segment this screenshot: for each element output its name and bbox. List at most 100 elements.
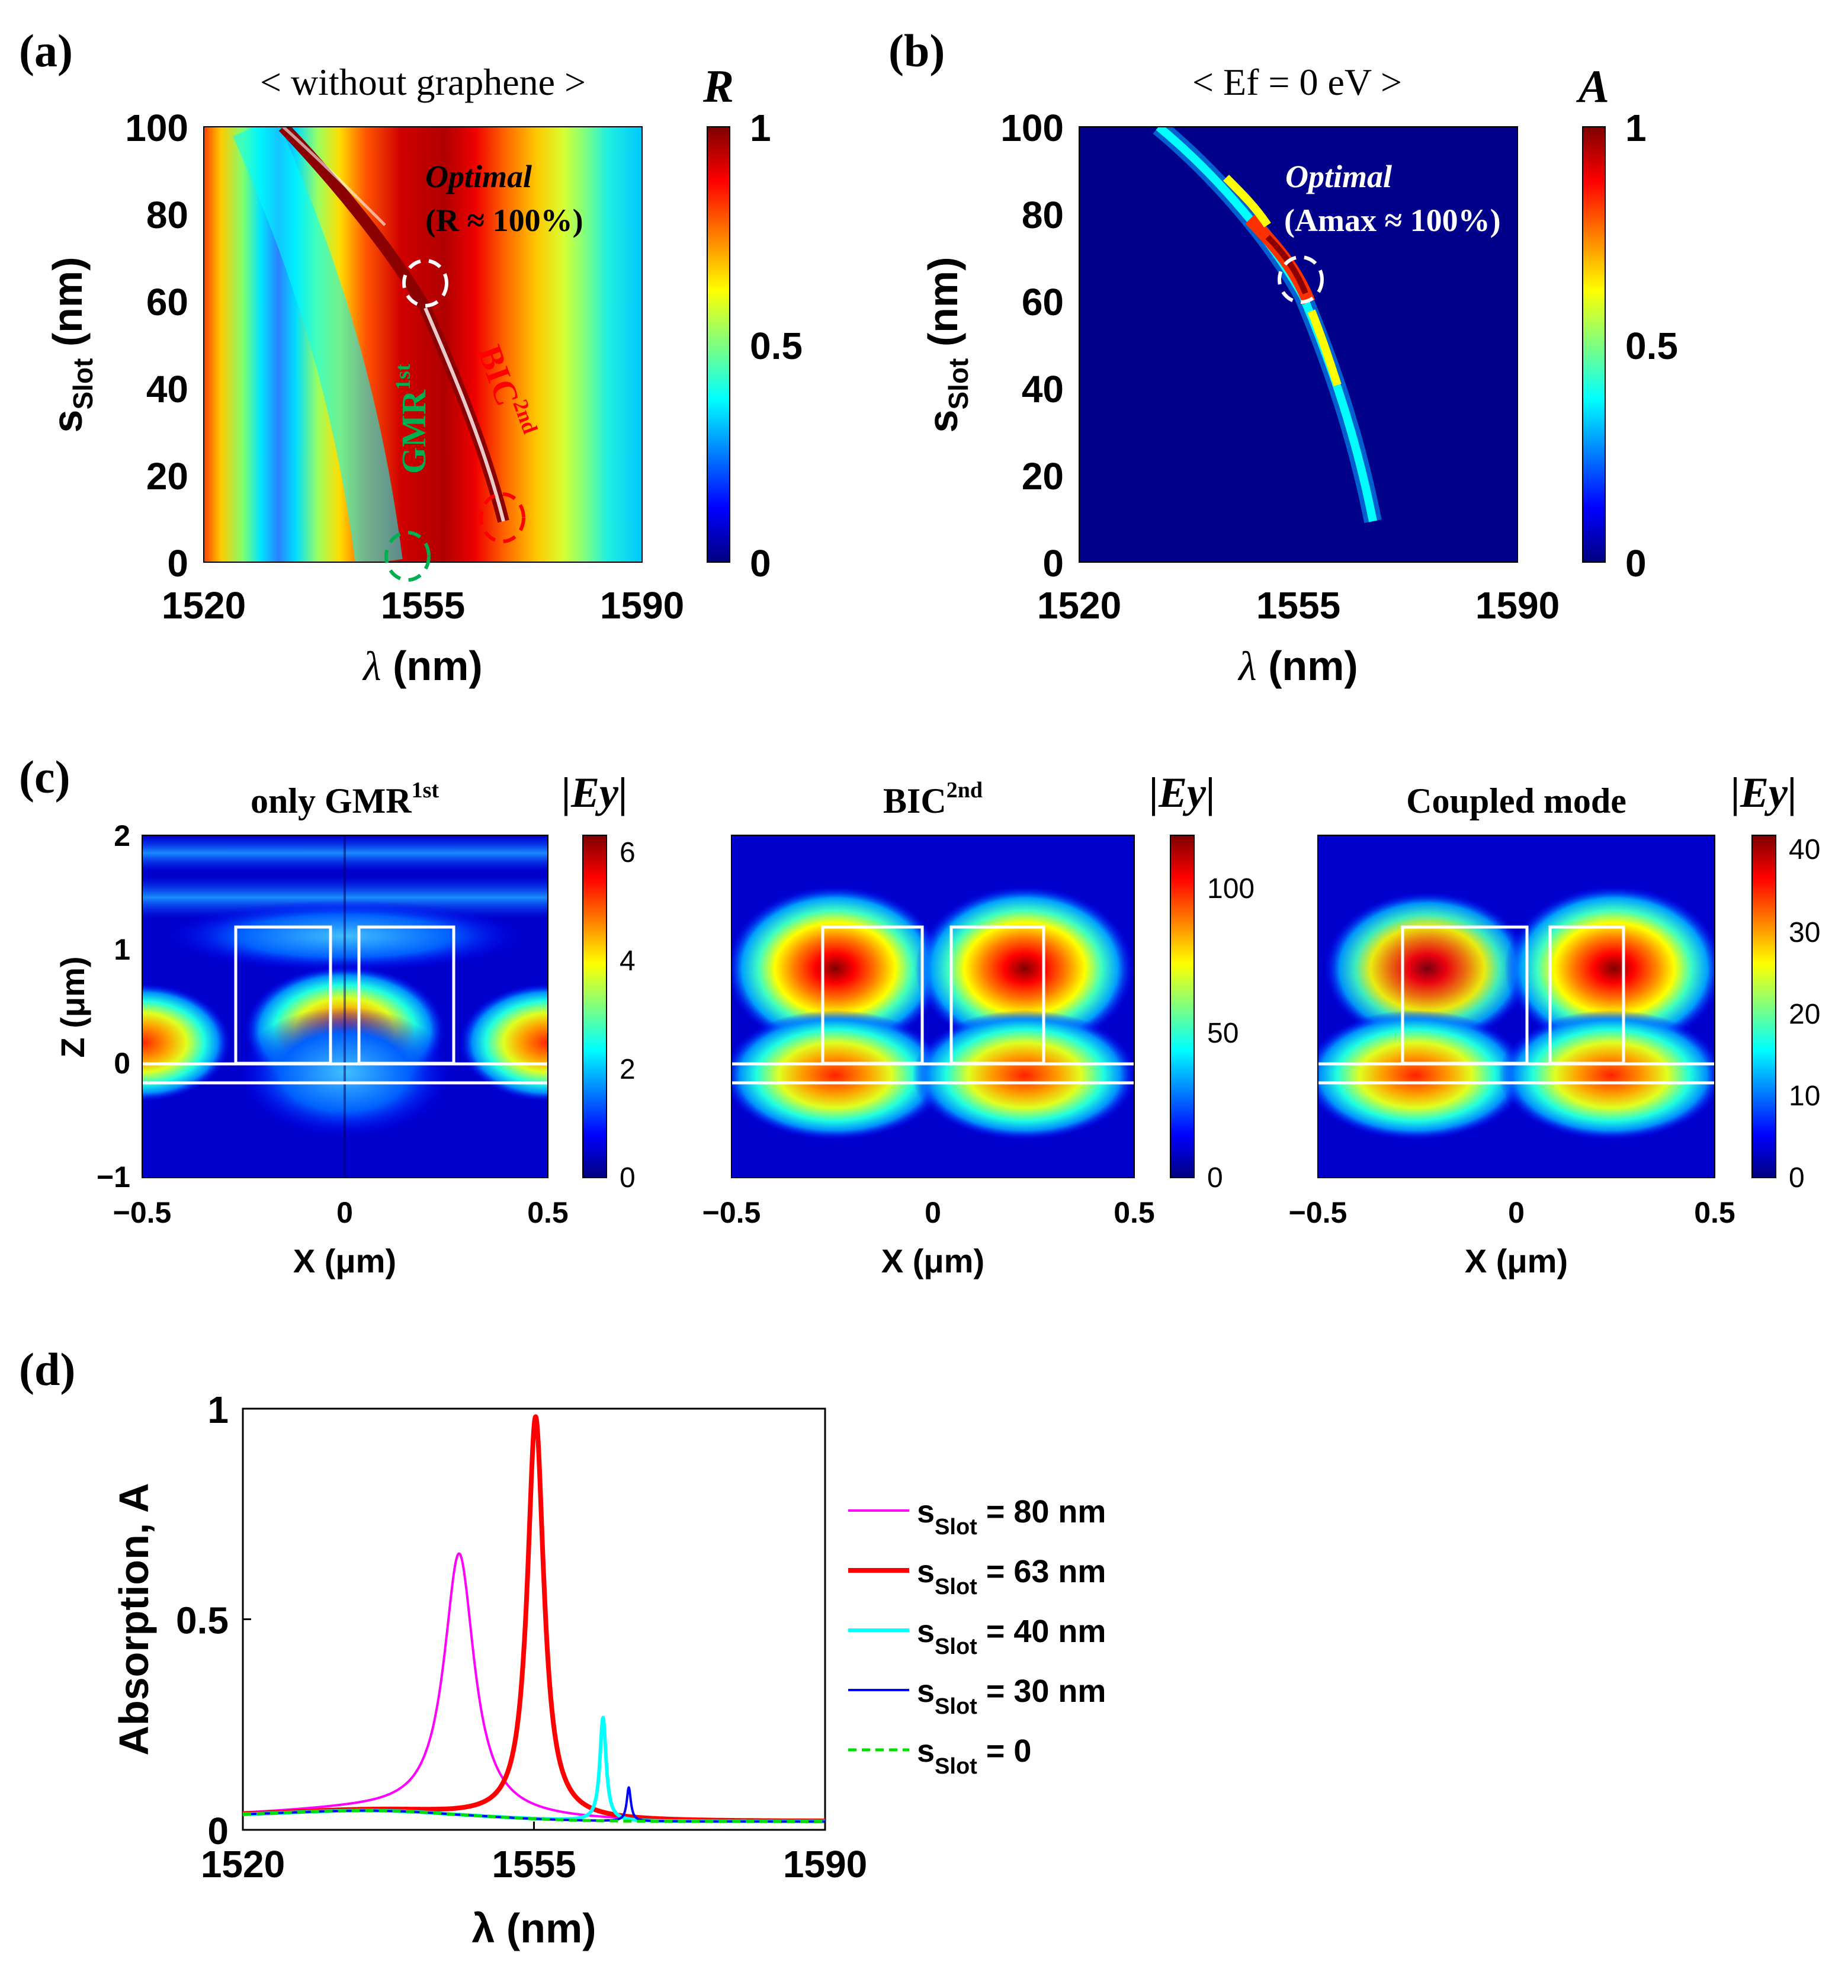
xtick: −0.5 [1289, 1196, 1348, 1229]
field-map-ylabel: Z (μm) [54, 956, 91, 1057]
colorbar-tick: 0 [620, 1162, 636, 1194]
panel-b-heatmap [1079, 127, 1517, 562]
colorbar-tick: 1 [1625, 107, 1647, 149]
ztick: 1 [114, 933, 130, 966]
panel-c: (c) only GMR1st 2 1 0 [19, 751, 1820, 1280]
colorbar-tick: 40 [1789, 834, 1820, 865]
panel-d-plot-frame [242, 1407, 826, 1831]
colorbar-tick: 50 [1207, 1018, 1239, 1049]
upper-band [282, 127, 386, 226]
gmr-label-sup: 1st [391, 364, 415, 390]
panel-b-plot-frame [1079, 126, 1518, 563]
ytick: 80 [1022, 194, 1064, 236]
panel-a-ylabel: sSlot (nm) [44, 257, 98, 433]
panel-b-xlabel: λ (nm) [1237, 643, 1358, 690]
absorption-peak-core [1265, 235, 1308, 294]
xtick: 0.5 [1694, 1196, 1735, 1229]
optimal-circle-marker [1278, 255, 1324, 304]
field-map-coupled: Coupled mode −0.5 0 0.5 X (μm) |Ey| [1289, 769, 1821, 1280]
panel-a-heatmap [204, 127, 642, 562]
legend-label: sSlot = 80 nm [917, 1494, 1106, 1540]
field-map-title-main: only GMR [251, 781, 412, 820]
colorbar-tick: 0 [750, 542, 771, 585]
ytick: 0 [1042, 542, 1064, 585]
field-colorbar: |Ey| 6 4 2 0 [562, 769, 636, 1194]
panel-d: (d) 1520 1555 1590 0 0.5 1 λ (nm) Absorption, A… [19, 1343, 1106, 1951]
xtick: 1590 [600, 584, 684, 627]
field-map-title: only GMR1st [251, 778, 439, 820]
absorption-yellow [1223, 175, 1271, 227]
panel-d-xlabel: λ (nm) [472, 1905, 596, 1951]
panel-d-ylabel: Absorption, A [111, 1483, 157, 1755]
ztick: −1 [97, 1160, 130, 1194]
colorbar-gradient [707, 126, 730, 563]
panel-b-yticks: 100 80 60 40 20 0 [1000, 107, 1064, 585]
panel-b-label: (b) [888, 25, 945, 76]
panel-b-xticks: 1520 1555 1590 [1037, 584, 1560, 627]
xtick: 1520 [1037, 584, 1121, 627]
gmr-band [233, 127, 403, 562]
field-map-title-main: BIC [883, 781, 947, 820]
panel-a-xlabel: λ (nm) [362, 643, 482, 690]
ytick: 20 [1022, 455, 1064, 498]
panel-b-ylabel: sSlot (nm) [920, 257, 974, 433]
legend-label: sSlot = 63 nm [917, 1554, 1106, 1599]
field-map-gmr: only GMR1st 2 1 0 −1 [54, 769, 636, 1280]
ytick: 40 [1022, 368, 1064, 411]
svg-text:GMR1st: GMR1st [391, 364, 433, 474]
colorbar-tick: 0 [1207, 1162, 1223, 1194]
field-map-bic: BIC2nd −0.5 0 0.5 X (μm) |Ey| [702, 769, 1255, 1280]
field-map-frame [1317, 835, 1715, 1178]
panel-a-xticks: 1520 1555 1590 [162, 584, 684, 627]
xtick: 0 [336, 1196, 353, 1229]
panel-a-colorbar: R 1 0.5 0 [702, 60, 803, 585]
series-line [243, 1809, 825, 1823]
absorption-yellow-low [1307, 309, 1342, 387]
panel-d-series [243, 1414, 825, 1823]
legend-label: sSlot = 30 nm [917, 1673, 1106, 1719]
colorbar-title: |Ey| [562, 769, 628, 816]
field-map-xlabel: X (μm) [293, 1242, 396, 1280]
ann-optimal-a: (Amax ≈ 100%) [1284, 203, 1501, 238]
gmr-label-main: GMR [394, 389, 433, 474]
bic-circle-marker [479, 492, 525, 543]
legend-label: sSlot = 40 nm [917, 1614, 1106, 1659]
ytick: 0 [207, 1810, 229, 1852]
optimal-circle-marker [402, 259, 448, 307]
ann-optimal: Optimal [1285, 159, 1392, 194]
xtick: 1555 [381, 584, 465, 627]
field-map-title-sup: 2nd [947, 778, 983, 803]
ytick: 0.5 [176, 1599, 229, 1642]
colorbar-tick: 6 [620, 837, 636, 868]
panel-a-label: (a) [19, 25, 73, 76]
panel-a: (a) < without graphene > Optimal (R ≈ 10… [19, 25, 803, 690]
colorbar-title: |Ey| [1149, 769, 1215, 816]
panel-b: (b) < Ef = 0 eV > Optimal (Amax ≈ 100%) … [888, 25, 1678, 690]
xtick: 0 [925, 1196, 941, 1229]
ytick: 100 [125, 107, 188, 149]
panel-d-axes: 1520 1555 1590 0 0.5 1 λ (nm) Absorption, A [111, 1389, 867, 1951]
field-map-title-main: Coupled mode [1406, 781, 1626, 820]
ann-optimal: Optimal [425, 159, 532, 194]
xtick: 1590 [783, 1843, 867, 1886]
gmr-label: GMR1st [391, 364, 433, 474]
panel-b-colorbar: A 1 0.5 0 [1576, 60, 1678, 585]
panel-b-title: < Ef = 0 eV > [1192, 61, 1402, 103]
field-map-frame [731, 835, 1135, 1178]
ann-optimal-r: (R ≈ 100%) [425, 203, 583, 238]
ytick: 80 [146, 194, 188, 236]
field-map-xlabel: X (μm) [1465, 1242, 1568, 1280]
colorbar-tick: 1 [750, 107, 771, 149]
field-map-title: BIC2nd [883, 778, 983, 820]
legend-label: sSlot = 0 [917, 1733, 1031, 1779]
xtick: −0.5 [113, 1196, 172, 1229]
ytick: 0 [167, 542, 188, 585]
colorbar-tick: 20 [1789, 999, 1820, 1030]
colorbar-tick: 0.5 [1625, 325, 1678, 367]
panel-a-title: < without graphene > [260, 61, 586, 103]
xtick: 1520 [201, 1843, 285, 1886]
colorbar-title: R [702, 60, 734, 112]
colorbar-title: |Ey| [1731, 769, 1797, 816]
ztick: 2 [114, 819, 130, 852]
